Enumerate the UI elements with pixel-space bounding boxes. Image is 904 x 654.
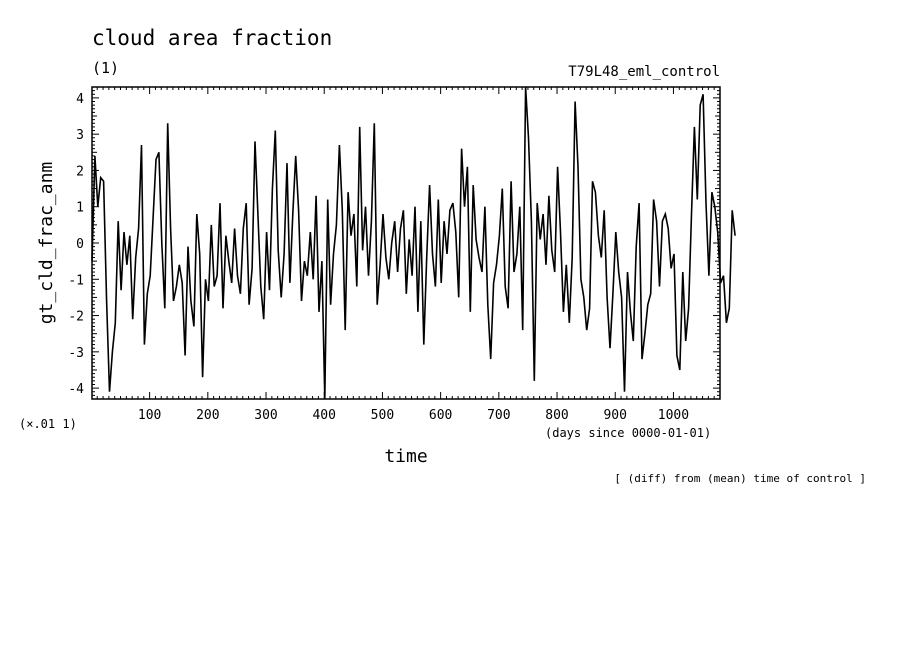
y-tick-label: -3 [68, 346, 84, 361]
x-tick-label: 400 [312, 408, 335, 423]
y-tick-label: 2 [76, 164, 84, 179]
y-tick-label: 3 [76, 128, 84, 143]
x-tick-label: 300 [254, 408, 277, 423]
x-tick-label: 1000 [658, 408, 689, 423]
x-tick-label: 100 [138, 408, 161, 423]
y-axis-ticks: -4 -3 -2 -1 0 1 2 3 4 [68, 86, 720, 400]
series-layer [91, 86, 736, 400]
y-tick-label: -2 [68, 310, 84, 325]
x-tick-label: 200 [196, 408, 219, 423]
x-tick-label: 600 [429, 408, 452, 423]
x-axis-ticks: 100 200 300 400 500 600 700 800 900 1000 [96, 87, 721, 423]
scale-note: (×.01 1) [19, 417, 77, 431]
chart-title: cloud area fraction [92, 26, 332, 50]
x-units-note: (days since 0000-01-01) [545, 426, 711, 440]
series-line [91, 86, 736, 400]
y-tick-label: -4 [68, 382, 84, 397]
y-tick-label: 4 [76, 92, 84, 107]
y-tick-label: -1 [68, 273, 84, 288]
x-axis-label: time [384, 446, 427, 467]
x-tick-label: 900 [603, 408, 626, 423]
footer-note: [ (diff) from (mean) time of control ] [614, 472, 866, 485]
experiment-label: T79L48_eml_control [568, 64, 720, 80]
units-label: (1) [92, 59, 119, 77]
y-tick-label: 0 [76, 237, 84, 252]
x-tick-label: 700 [487, 408, 510, 423]
y-tick-label: 1 [76, 201, 84, 216]
x-tick-label: 800 [545, 408, 568, 423]
x-tick-label: 500 [371, 408, 394, 423]
y-axis-label: gt_cld_frac_anm [36, 162, 57, 325]
